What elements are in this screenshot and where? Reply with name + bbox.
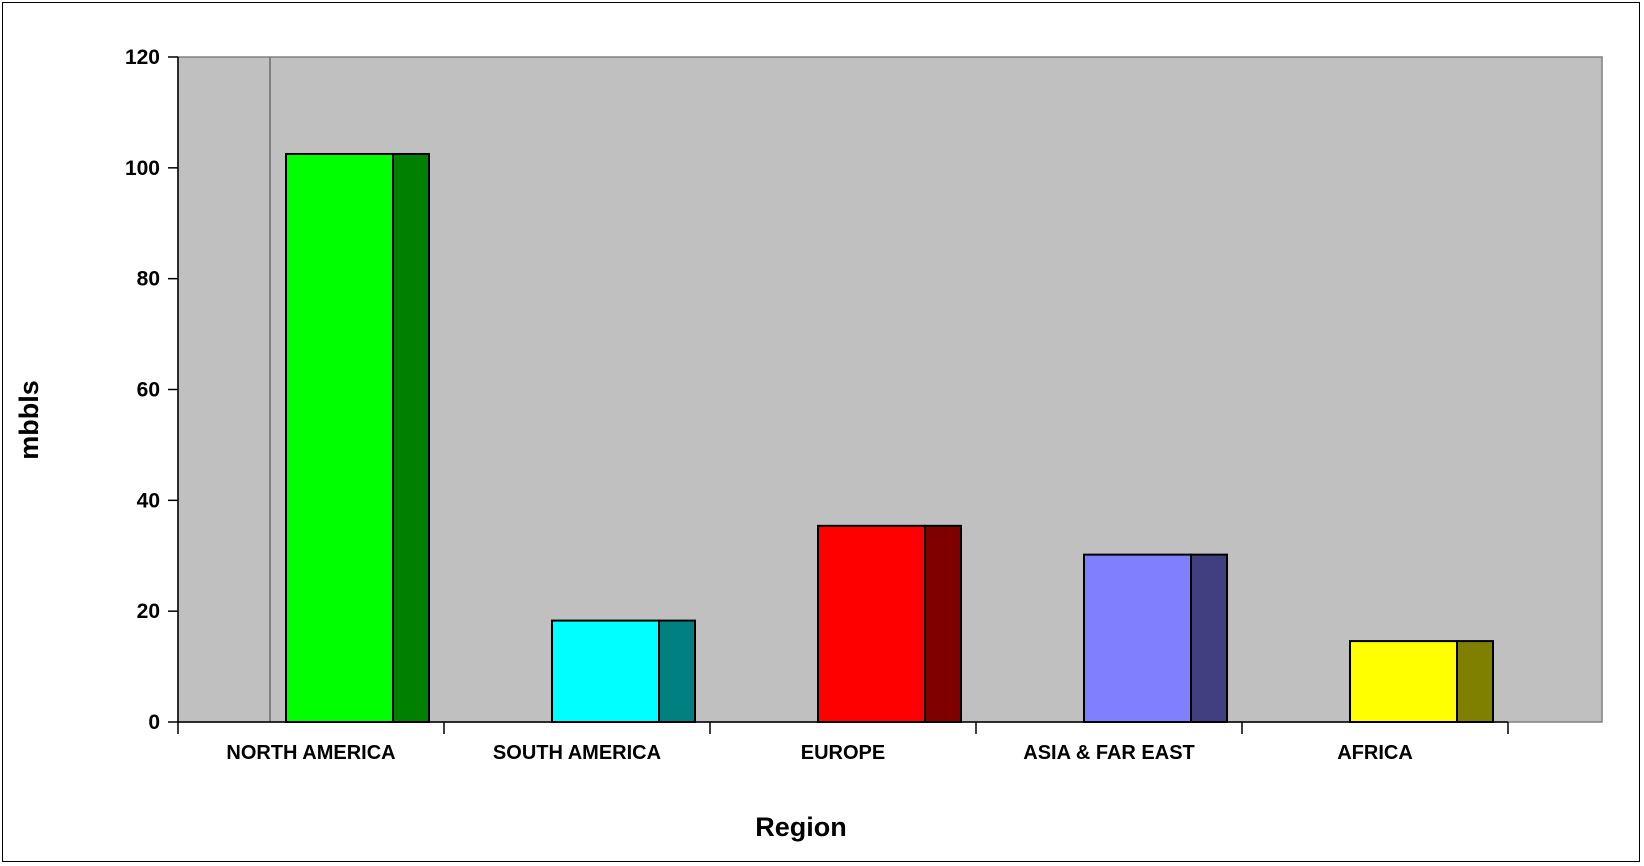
bar-side: [1190, 553, 1228, 723]
x-tick-label: ASIA & FAR EAST: [1023, 742, 1195, 764]
y-tick-label: 60: [137, 379, 160, 402]
y-tick-label: 40: [137, 489, 160, 512]
bar: [285, 152, 394, 723]
x-tick-label: SOUTH AMERICA: [493, 742, 661, 764]
y-tick-label: 80: [137, 268, 160, 291]
bar: [551, 619, 660, 724]
bars-group: [285, 152, 1494, 724]
x-tick-label: AFRICA: [1337, 742, 1413, 764]
x-tick-label: NORTH AMERICA: [226, 742, 395, 764]
bar: [1349, 640, 1458, 724]
y-tick-label: 100: [125, 157, 160, 180]
x-axis: NORTH AMERICA SOUTH AMERICA EUROPE ASIA & F…: [177, 721, 1509, 764]
y-tick-label: 120: [125, 46, 160, 69]
bar-side: [1456, 640, 1494, 724]
x-axis-title: Region: [755, 812, 847, 842]
y-axis-title: mbbls: [14, 380, 44, 460]
bar-side: [658, 619, 696, 724]
y-tick-label: 0: [148, 711, 160, 734]
bar-side: [924, 524, 962, 724]
y-tick-label: 20: [137, 600, 160, 623]
bar-side: [392, 152, 430, 723]
bar: [817, 524, 926, 724]
y-axis: 0 20 40 60 80 100 120: [125, 46, 179, 734]
x-tick-label: EUROPE: [801, 742, 885, 764]
bar: [1083, 553, 1192, 723]
